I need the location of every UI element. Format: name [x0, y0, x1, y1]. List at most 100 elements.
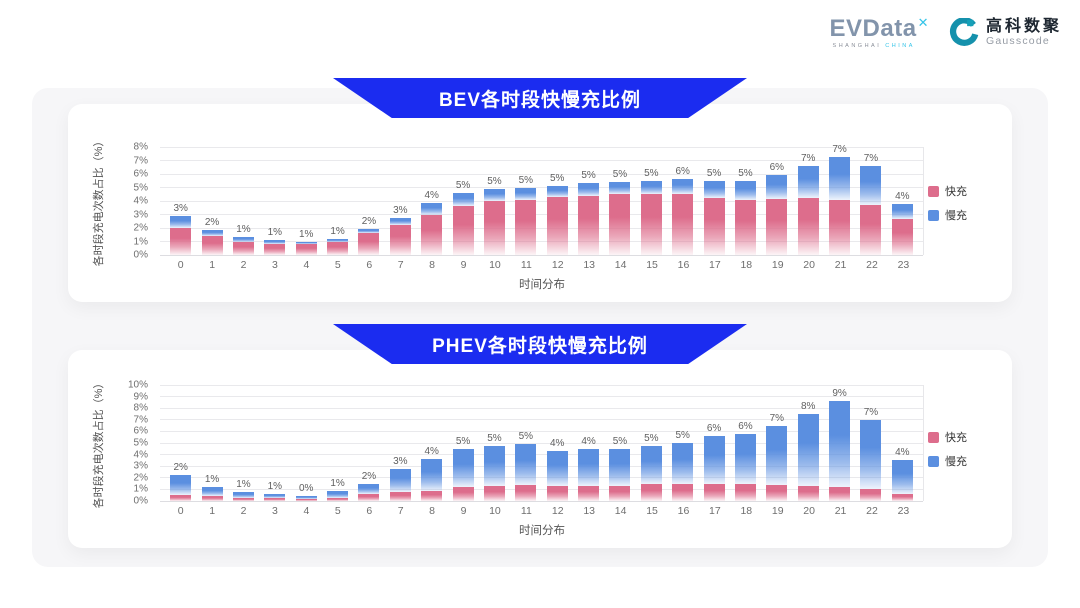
- x-tick: 19: [771, 259, 784, 271]
- fast-charge-segment: [546, 196, 568, 255]
- phev-title-banner: PHEV各时段快慢充比例: [333, 324, 747, 364]
- legend-swatch: [928, 455, 939, 467]
- y-axis-ticks: 0% 1% 2% 3% 4% 5% 6% 7% 8%: [114, 142, 154, 261]
- x-tick: 20: [803, 505, 815, 517]
- y-tick: 3%: [133, 209, 148, 220]
- bar-stack: 0%: [295, 483, 317, 501]
- legend-item-fast: 快充: [928, 183, 1004, 199]
- slow-charge-segment: [766, 174, 788, 199]
- legend-label: 慢充: [945, 456, 967, 468]
- bar-value-label: 5%: [612, 169, 628, 181]
- slow-charge-segment: [578, 183, 600, 196]
- x-axis-ticks: 0 1 2 3 4 5 6 7 8 9 10 11 12 13 14 15 16 17 18 19 20 21 22 23: [160, 505, 924, 517]
- fast-charge-segment: [766, 198, 788, 255]
- bar-value-label: 4%: [581, 436, 596, 448]
- y-tick: 4%: [133, 195, 148, 207]
- gridline: [160, 384, 923, 386]
- fast-charge-segment: [452, 487, 474, 501]
- fast-charge-segment: [327, 241, 349, 255]
- slow-charge-segment: [609, 182, 631, 195]
- fast-charge-segment: [483, 485, 505, 501]
- bar-hour-23: 4%: [887, 385, 918, 501]
- bar-hour-10: 5%: [479, 147, 510, 255]
- x-tick: 15: [646, 505, 658, 517]
- bar-stack: 5%: [734, 168, 756, 255]
- slow-charge-segment: [358, 483, 380, 495]
- gausscode-text: 高科数聚 Gausscode: [986, 18, 1062, 48]
- bar-value-label: 5%: [738, 168, 753, 180]
- gridline: [160, 488, 923, 490]
- bar-hour-9: 5%: [447, 147, 478, 255]
- gridline: [160, 214, 923, 215]
- y-tick: 2%: [133, 222, 148, 234]
- x-tick: 23: [897, 259, 910, 271]
- bar-hour-11: 5%: [510, 147, 541, 255]
- fast-charge-segment: [640, 483, 662, 501]
- bar-hour-7: 3%: [385, 147, 416, 255]
- slow-charge-segment: [578, 449, 600, 486]
- slow-charge-segment: [264, 240, 286, 244]
- phev-chart-card: 各时段充电次数占比（%） 0% 1% 2% 3% 4% 5% 6% 7% 8% 9% 10% 2% 1…: [68, 350, 1012, 548]
- bar-value-label: 4%: [895, 190, 910, 202]
- bar-hour-13: 5%: [573, 147, 604, 255]
- x-tick: 4: [303, 259, 310, 271]
- slow-charge-segment: [640, 445, 662, 484]
- x-tick: 17: [709, 259, 721, 271]
- bar-stack: 5%: [483, 176, 505, 255]
- bar-hour-16: 6%: [667, 147, 698, 255]
- slow-charge-segment: [452, 448, 474, 488]
- fast-charge-segment: [703, 197, 725, 255]
- bar-value-label: 5%: [455, 179, 471, 191]
- bar-hour-2: 1%: [228, 385, 259, 501]
- y-tick: 7%: [133, 155, 148, 166]
- logo-bar: EVData✕ SHANGHAI CHINA 高科数聚 Gausscode: [830, 16, 1062, 49]
- bar-hour-0: 2%: [165, 385, 196, 501]
- evdata-x-mark: ✕: [917, 15, 929, 30]
- bar-value-label: 1%: [267, 227, 283, 239]
- bar-value-label: 5%: [581, 170, 596, 182]
- slow-charge-segment: [201, 230, 223, 237]
- x-tick: 5: [334, 505, 341, 517]
- bar-hour-12: 5%: [542, 147, 573, 255]
- bar-stack: 7%: [797, 153, 819, 255]
- bar-hour-19: 7%: [761, 385, 792, 501]
- slow-charge-segment: [672, 179, 694, 195]
- gridline: [160, 477, 923, 479]
- bar-hour-16: 5%: [667, 385, 698, 501]
- plot-area: 2% 1% 1% 1% 0% 1% 2% 3% 4% 5% 5% 5% 4% 4% 5% 5% 5% 6% 6% 7%…: [160, 384, 924, 502]
- slow-charge-segment: [703, 181, 725, 198]
- bar-value-label: 5%: [455, 435, 471, 447]
- x-tick: 17: [709, 505, 721, 517]
- slow-charge-segment: [421, 203, 443, 215]
- bar-value-label: 6%: [675, 166, 690, 178]
- bar-stack: 5%: [609, 436, 631, 501]
- bar-value-label: 7%: [800, 152, 816, 164]
- bar-stack: 5%: [672, 430, 694, 501]
- bar-hour-14: 5%: [604, 385, 635, 501]
- fast-charge-segment: [358, 233, 380, 255]
- slow-charge-segment: [264, 494, 286, 499]
- fast-charge-segment: [232, 497, 254, 501]
- x-tick: 22: [866, 259, 878, 271]
- slow-charge-segment: [546, 186, 568, 197]
- bar-hour-9: 5%: [447, 385, 478, 501]
- bar-value-label: 4%: [424, 190, 439, 202]
- fast-charge-segment: [170, 495, 192, 501]
- bar-hour-10: 5%: [479, 385, 510, 501]
- fast-charge-segment: [860, 489, 882, 501]
- slow-charge-segment: [829, 157, 851, 201]
- gausscode-logo: 高科数聚 Gausscode: [949, 17, 1062, 48]
- bar-stack: 6%: [672, 166, 694, 255]
- fast-charge-segment: [703, 483, 725, 501]
- bar-value-label: 5%: [518, 431, 534, 443]
- bar-stack: 2%: [358, 471, 380, 501]
- y-tick: 4%: [133, 449, 148, 461]
- y-axis-title: 各时段充电次数占比（%）: [93, 135, 105, 267]
- x-axis-ticks: 0 1 2 3 4 5 6 7 8 9 10 11 12 13 14 15 16 17 18 19 20 21 22 23: [160, 259, 924, 271]
- gridline: [160, 430, 923, 432]
- bar-stack: 1%: [201, 474, 223, 501]
- bar-hour-6: 2%: [353, 147, 384, 255]
- x-tick: 9: [460, 259, 467, 271]
- x-tick: 15: [646, 259, 658, 271]
- y-tick: 6%: [133, 425, 148, 437]
